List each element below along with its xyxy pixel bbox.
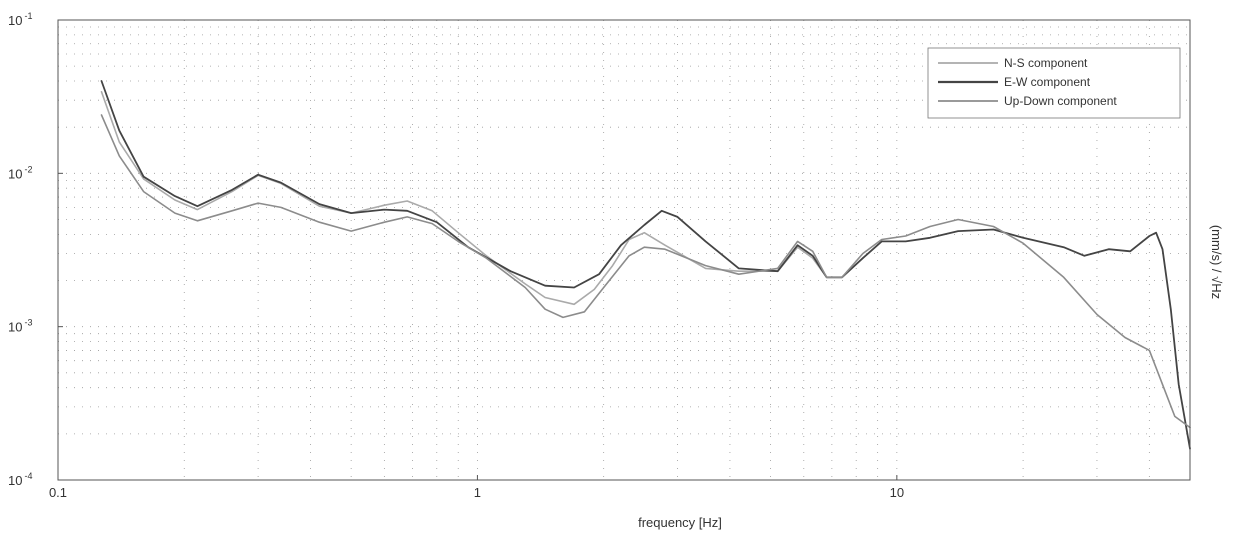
- y-tick-label: 10 -3: [8, 318, 32, 335]
- y-tick-label: 10 -2: [8, 164, 32, 181]
- x-tick-label: 0.1: [49, 485, 67, 500]
- y-tick-label: 10 -1: [8, 11, 32, 28]
- series-layer: [100, 80, 1191, 450]
- plot-frame: [57, 19, 1191, 481]
- x-axis-title: frequency [Hz]: [638, 515, 722, 530]
- series-line-2: [100, 80, 1191, 450]
- x-tick-label: 10: [890, 485, 904, 500]
- x-tick-label: 1: [474, 485, 481, 500]
- ticks-layer: 0.1 1 10 10-1 10-2 10-3 10-4: [8, 11, 904, 500]
- legend-label: Up-Down component: [1004, 94, 1117, 108]
- y-axis-title: (mm/s) / √Hz: [1209, 225, 1224, 299]
- legend: N-S component E-W component Up-Down compon…: [927, 47, 1181, 119]
- legend-label: N-S component: [1004, 56, 1088, 70]
- series-line-1: [100, 91, 828, 306]
- y-tick-label: 10 -4: [8, 471, 32, 488]
- series-line-3: [100, 114, 1191, 429]
- legend-label: E-W component: [1004, 75, 1091, 89]
